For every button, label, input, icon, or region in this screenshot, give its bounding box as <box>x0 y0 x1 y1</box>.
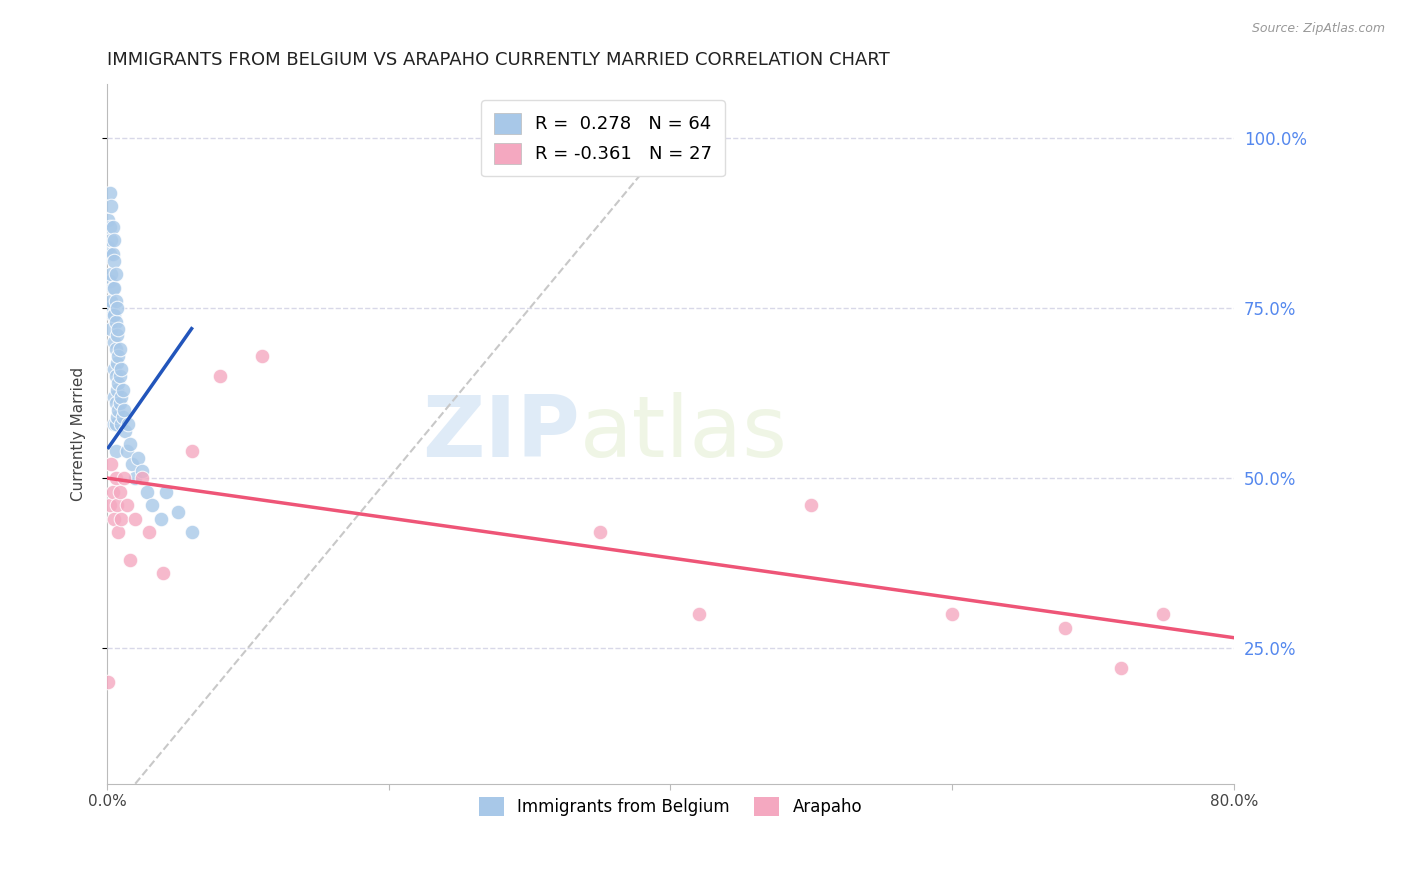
Point <box>103 233 125 247</box>
Point <box>107 403 129 417</box>
Point <box>104 294 127 309</box>
Point <box>149 512 172 526</box>
Point <box>688 607 710 621</box>
Point <box>105 409 128 424</box>
Point <box>97 213 120 227</box>
Point <box>115 498 138 512</box>
Point <box>103 390 125 404</box>
Point <box>110 390 132 404</box>
Point <box>100 458 122 472</box>
Point <box>105 498 128 512</box>
Point <box>98 247 121 261</box>
Point <box>97 240 120 254</box>
Point <box>117 417 139 431</box>
Point <box>108 369 131 384</box>
Point <box>166 505 188 519</box>
Point <box>98 301 121 316</box>
Point <box>104 417 127 431</box>
Point <box>127 450 149 465</box>
Point <box>103 253 125 268</box>
Point <box>107 349 129 363</box>
Point <box>100 294 122 309</box>
Point <box>124 512 146 526</box>
Point <box>105 356 128 370</box>
Point <box>103 281 125 295</box>
Point <box>103 417 125 431</box>
Point <box>110 362 132 376</box>
Point <box>100 233 122 247</box>
Point <box>105 383 128 397</box>
Point <box>103 512 125 526</box>
Point <box>112 471 135 485</box>
Point <box>114 424 136 438</box>
Text: atlas: atlas <box>581 392 789 475</box>
Point <box>104 342 127 356</box>
Point <box>131 471 153 485</box>
Point <box>107 525 129 540</box>
Point <box>103 308 125 322</box>
Point <box>111 409 134 424</box>
Point <box>100 268 122 282</box>
Point <box>98 219 121 234</box>
Point <box>100 199 122 213</box>
Point <box>104 268 127 282</box>
Point <box>110 417 132 431</box>
Point <box>98 498 121 512</box>
Point <box>124 471 146 485</box>
Point <box>105 328 128 343</box>
Point <box>155 484 177 499</box>
Point <box>118 552 141 566</box>
Point <box>103 362 125 376</box>
Point <box>105 301 128 316</box>
Point <box>121 458 143 472</box>
Point <box>104 444 127 458</box>
Point <box>108 484 131 499</box>
Point <box>104 369 127 384</box>
Point <box>800 498 823 512</box>
Point <box>131 464 153 478</box>
Point <box>107 376 129 390</box>
Text: ZIP: ZIP <box>423 392 581 475</box>
Point <box>108 396 131 410</box>
Point <box>112 403 135 417</box>
Point <box>135 484 157 499</box>
Point <box>101 247 124 261</box>
Point <box>111 383 134 397</box>
Point <box>141 498 163 512</box>
Point <box>101 281 124 295</box>
Point <box>110 512 132 526</box>
Point <box>107 321 129 335</box>
Point <box>108 342 131 356</box>
Text: Source: ZipAtlas.com: Source: ZipAtlas.com <box>1251 22 1385 36</box>
Point <box>98 186 121 200</box>
Point <box>98 274 121 288</box>
Point <box>101 308 124 322</box>
Point <box>104 315 127 329</box>
Point <box>97 674 120 689</box>
Point <box>152 566 174 581</box>
Point <box>941 607 963 621</box>
Y-axis label: Currently Married: Currently Married <box>72 367 86 501</box>
Point <box>138 525 160 540</box>
Point <box>1109 661 1132 675</box>
Point <box>115 444 138 458</box>
Point <box>589 525 612 540</box>
Point <box>100 321 122 335</box>
Point <box>101 219 124 234</box>
Point <box>250 349 273 363</box>
Point <box>1053 620 1076 634</box>
Point <box>180 444 202 458</box>
Point <box>208 369 231 384</box>
Point <box>118 437 141 451</box>
Legend: Immigrants from Belgium, Arapaho: Immigrants from Belgium, Arapaho <box>470 789 870 824</box>
Point <box>1153 607 1175 621</box>
Point <box>104 471 127 485</box>
Text: IMMIGRANTS FROM BELGIUM VS ARAPAHO CURRENTLY MARRIED CORRELATION CHART: IMMIGRANTS FROM BELGIUM VS ARAPAHO CURRE… <box>107 51 890 69</box>
Point <box>180 525 202 540</box>
Point <box>103 335 125 350</box>
Point <box>101 484 124 499</box>
Point <box>104 396 127 410</box>
